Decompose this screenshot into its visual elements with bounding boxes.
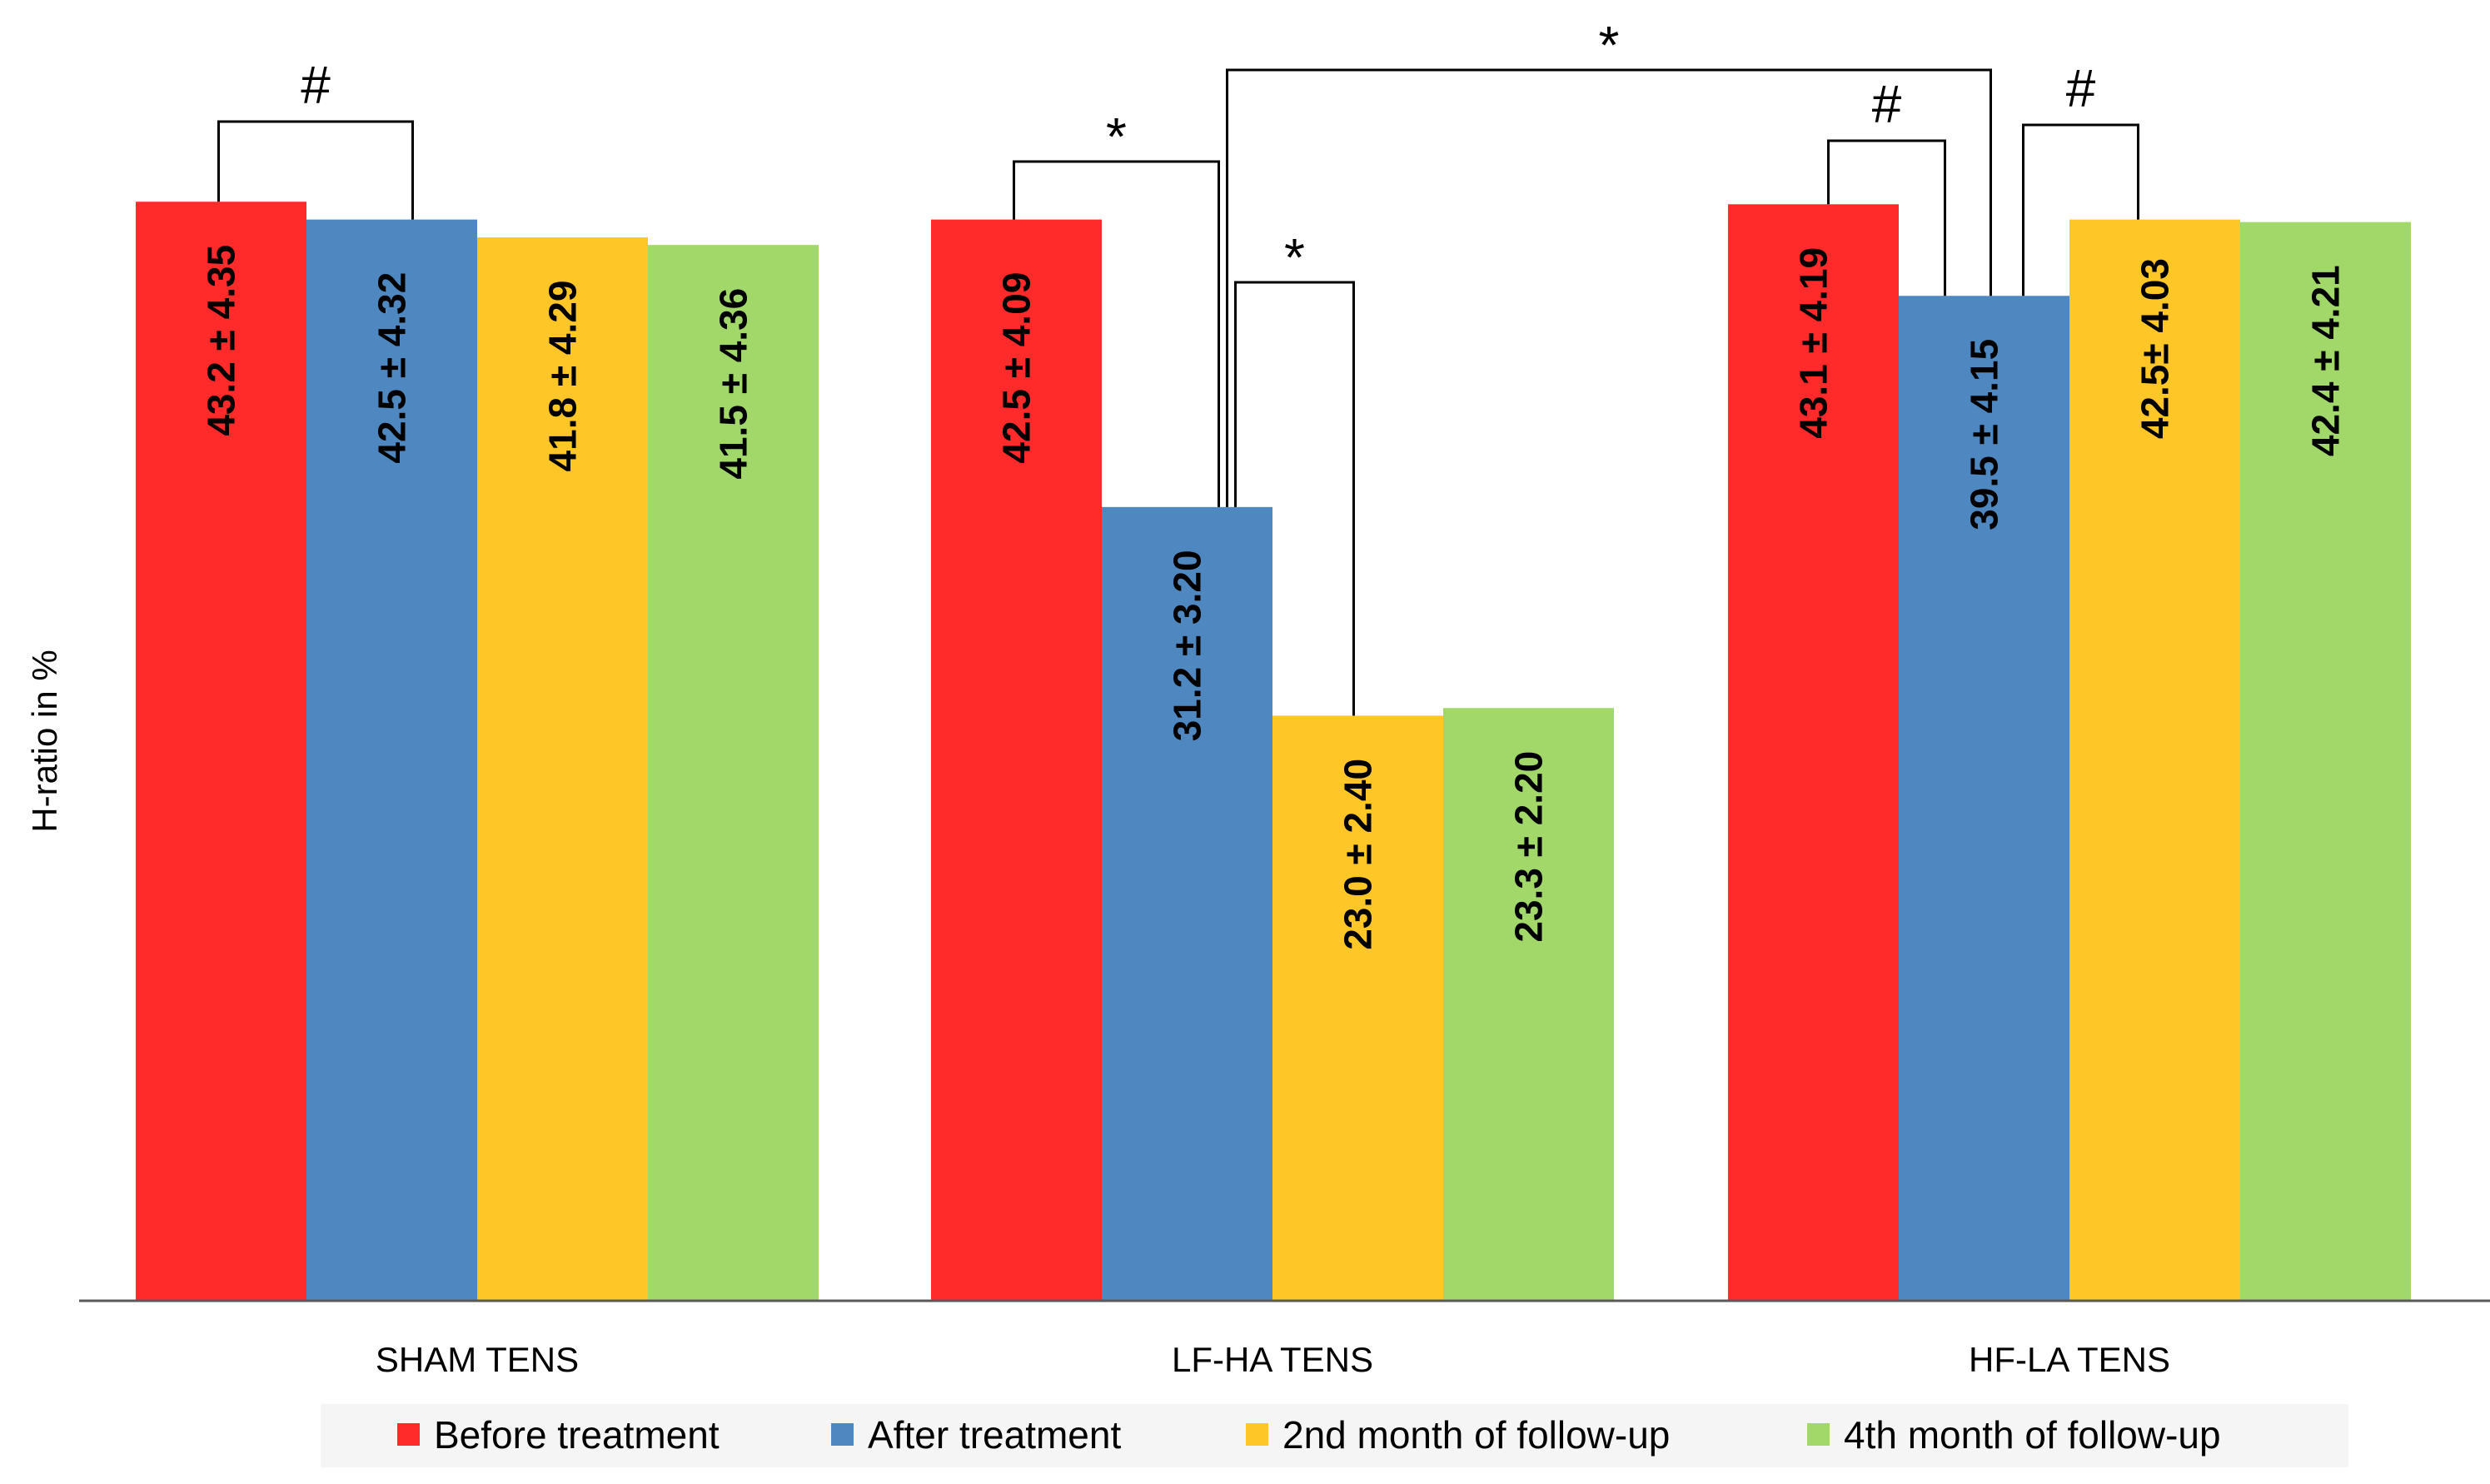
significance-bracket-6 — [2022, 123, 2139, 296]
significance-bracket-5 — [1827, 139, 1946, 296]
y-axis-label: H-ratio in % — [25, 650, 64, 832]
legend-background — [321, 1404, 2348, 1467]
bar-sham-tens-2nd-month-of-follow-up — [477, 237, 648, 1301]
legend-swatch-2nd-month-of-follow-up — [1246, 1423, 1268, 1446]
bar-hf-la-tens-4th-month-of-follow-up — [2240, 222, 2411, 1302]
data-label-hf-la-tens-4th-month-of-follow-up: 42.4 ± 4.21 — [2304, 265, 2348, 456]
data-label-sham-tens-before-treatment: 43.2 ± 4.35 — [200, 245, 243, 436]
data-label-hf-la-tens-before-treatment: 43.1 ± 4.19 — [1792, 247, 1835, 439]
category-label-lf-ha-tens: LF-HA TENS — [1172, 1340, 1373, 1379]
bar-sham-tens-4th-month-of-follow-up — [648, 245, 819, 1301]
bar-labels-layer: 43.2 ± 4.35 42.5 ± 4.09 43.1 ± 4.19 42.5 ± … — [200, 245, 2348, 950]
category-label-hf-la-tens: HF-LA TENS — [1969, 1340, 2170, 1379]
data-label-lf-ha-tens-4th-month-of-follow-up: 23.3 ± 2.20 — [1507, 751, 1551, 943]
significance-mark-3: * — [1284, 227, 1305, 287]
significance-brackets: # * * * # # — [217, 15, 2139, 716]
legend-label-after-treatment: After treatment — [868, 1413, 1121, 1457]
significance-mark-4: * — [1599, 15, 1620, 75]
bar-lf-ha-tens-4th-month-of-follow-up — [1443, 708, 1614, 1301]
significance-mark-1: # — [301, 55, 331, 115]
significance-bracket-3 — [1234, 281, 1355, 716]
legend-swatch-after-treatment — [831, 1423, 854, 1446]
bar-sham-tens-after-treatment — [306, 219, 477, 1301]
legend-label-4th-month-of-follow-up: 4th month of follow-up — [1844, 1413, 2221, 1457]
bar-lf-ha-tens-after-treatment — [1102, 506, 1272, 1301]
data-label-lf-ha-tens-2nd-month-of-follow-up: 23.0 ± 2.40 — [1337, 759, 1380, 950]
data-label-lf-ha-tens-before-treatment: 42.5 ± 4.09 — [995, 272, 1038, 464]
legend-label-before-treatment: Before treatment — [434, 1413, 720, 1457]
data-label-sham-tens-2nd-month-of-follow-up: 41.8 ± 4.29 — [541, 281, 585, 472]
bar-hf-la-tens-2nd-month-of-follow-up — [2069, 219, 2240, 1301]
significance-bracket-1 — [217, 120, 414, 220]
data-label-hf-la-tens-after-treatment: 39.5 ± 4.15 — [1963, 339, 2006, 530]
data-label-lf-ha-tens-after-treatment: 31.2 ± 3.20 — [1166, 550, 1209, 741]
bar-hf-la-tens-before-treatment — [1728, 204, 1899, 1301]
category-labels: SHAM TENS LF-HA TENS HF-LA TENS — [376, 1340, 2170, 1379]
data-label-hf-la-tens-2nd-month-of-follow-up: 42.5± 4.03 — [2134, 258, 2177, 439]
legend-label-2nd-month-of-follow-up: 2nd month of follow-up — [1282, 1413, 1670, 1457]
significance-bracket-4 — [1226, 68, 1992, 507]
data-label-sham-tens-4th-month-of-follow-up: 41.5 ± 4.36 — [712, 288, 755, 480]
bar-hf-la-tens-after-treatment — [1899, 296, 2069, 1301]
legend-swatch-before-treatment — [397, 1423, 420, 1446]
significance-bracket-2 — [1013, 160, 1220, 507]
legend-items: Before treatment After treatment 2nd month… — [397, 1413, 2221, 1457]
bar-lf-ha-tens-2nd-month-of-follow-up — [1272, 715, 1443, 1301]
category-label-sham-tens: SHAM TENS — [376, 1340, 579, 1379]
bars-layer — [136, 202, 2411, 1302]
legend: Before treatment After treatment 2nd month… — [321, 1404, 2348, 1467]
bar-sham-tens-before-treatment — [136, 202, 306, 1302]
significance-mark-5: # — [1872, 74, 1902, 134]
significance-mark-2: * — [1106, 107, 1127, 167]
data-label-sham-tens-after-treatment: 42.5 ± 4.32 — [371, 272, 414, 464]
legend-swatch-4th-month-of-follow-up — [1807, 1423, 1830, 1446]
significance-mark-6: # — [2066, 58, 2096, 118]
bar-lf-ha-tens-before-treatment — [931, 219, 1102, 1301]
